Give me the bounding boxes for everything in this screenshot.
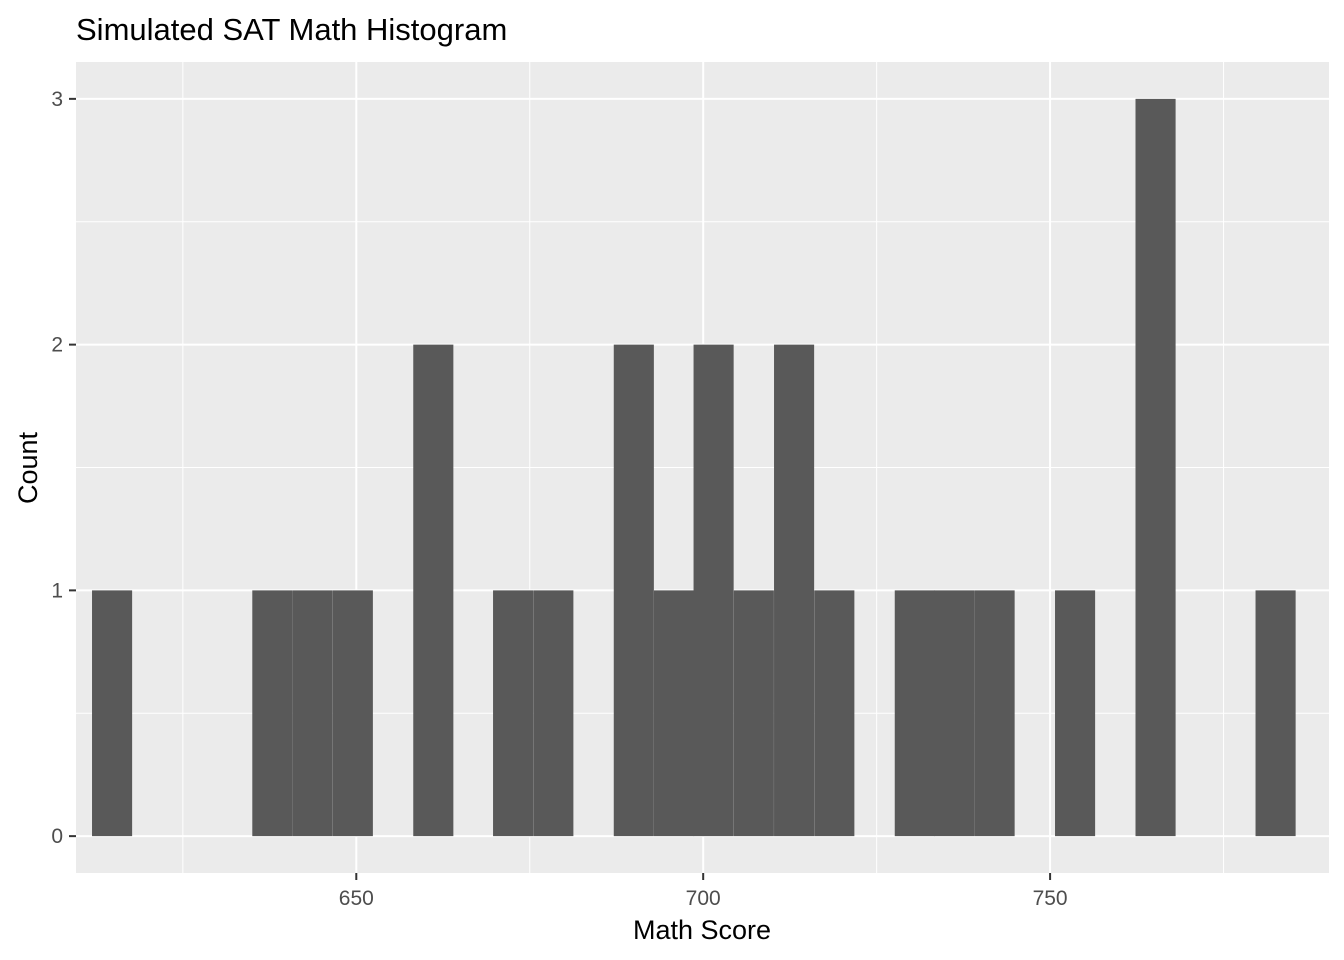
x-axis: 650 700 750 xyxy=(339,873,1068,910)
histogram-bar xyxy=(533,590,574,837)
y-axis: 0 1 2 3 xyxy=(51,88,76,848)
histogram-bar xyxy=(814,590,855,837)
histogram-bar xyxy=(934,590,975,837)
histogram-bar xyxy=(1055,590,1096,837)
histogram-bar xyxy=(613,344,654,837)
chart-title: Simulated SAT Math Histogram xyxy=(76,12,507,47)
y-tick-label: 1 xyxy=(51,579,63,602)
histogram-bar xyxy=(92,590,133,837)
y-tick-label: 3 xyxy=(51,88,63,111)
histogram-bar xyxy=(1135,98,1176,837)
histogram-bar xyxy=(894,590,935,837)
histogram-bar xyxy=(332,590,373,837)
y-tick-label: 2 xyxy=(51,334,63,357)
histogram-bar xyxy=(774,344,815,837)
x-axis-title: Math Score xyxy=(633,915,771,945)
histogram-bar xyxy=(654,590,695,837)
histogram-bar xyxy=(493,590,534,837)
histogram-bar xyxy=(252,590,293,837)
histogram-bar xyxy=(693,344,734,837)
x-tick-label: 750 xyxy=(1033,887,1068,910)
histogram-bar xyxy=(292,590,333,837)
x-tick-label: 700 xyxy=(686,887,721,910)
histogram-bar xyxy=(974,590,1015,837)
histogram-bar xyxy=(1255,590,1296,837)
y-tick-label: 0 xyxy=(51,825,63,848)
histogram-bar xyxy=(413,344,454,837)
x-tick-label: 650 xyxy=(339,887,374,910)
histogram-bars xyxy=(92,98,1296,837)
histogram-bar xyxy=(733,590,774,837)
y-axis-title: Count xyxy=(13,431,43,504)
